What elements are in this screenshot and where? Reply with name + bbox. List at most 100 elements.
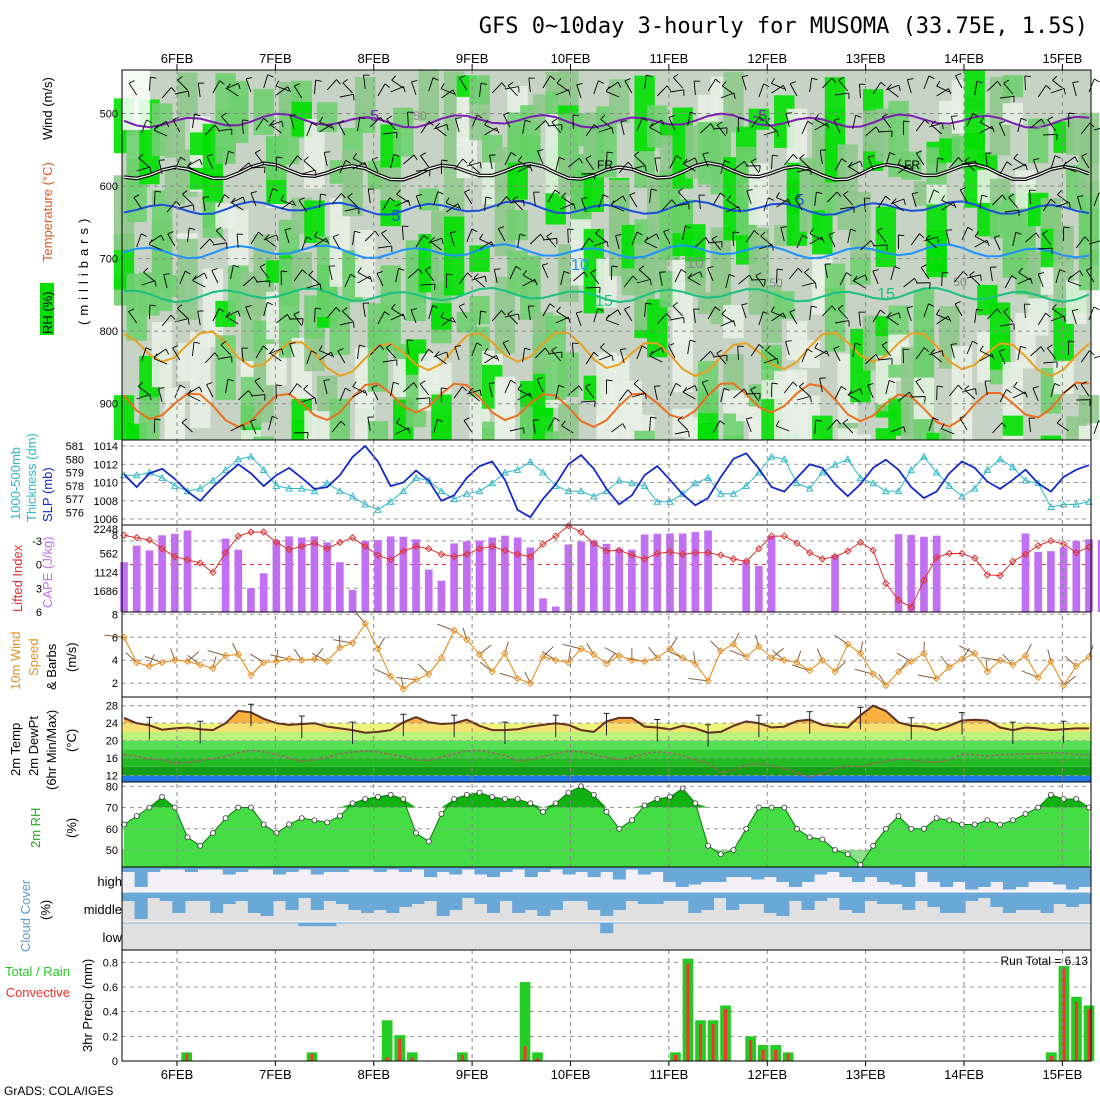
- wind-barb: [674, 430, 689, 435]
- wind-barb: [502, 342, 511, 356]
- wind-barb-flag: [710, 351, 715, 357]
- wind-barb-flag: [428, 348, 434, 354]
- wind-barb-flag: [228, 150, 235, 154]
- lifted-index-point: [475, 545, 484, 553]
- wind-barb: [434, 355, 447, 365]
- rh-tick-label: 60: [106, 824, 118, 836]
- wind-barb: [255, 345, 264, 359]
- cloud-bar: [411, 922, 425, 924]
- wind-barb-flag: [149, 166, 152, 173]
- wind-barb: [236, 234, 239, 249]
- wind-barb: [682, 391, 696, 400]
- rh-patch: [558, 352, 579, 398]
- slp-tick-label: 1010: [94, 478, 118, 490]
- wind-barb: [141, 280, 156, 286]
- wind-barb: [403, 382, 415, 393]
- wind-barb-flag: [620, 348, 627, 350]
- wind-barb: [698, 195, 701, 210]
- wind-barb: [746, 190, 752, 205]
- wind-barb: [468, 391, 480, 402]
- precip-conv-bar: [724, 1009, 728, 1061]
- cloud-bar: [1065, 922, 1079, 924]
- wind-barb-flag: [546, 232, 553, 237]
- cloud-bar: [1053, 892, 1067, 904]
- wind-barb: [859, 84, 861, 99]
- wind-barb-flag: [479, 233, 484, 240]
- wind-barb-flag: [802, 234, 808, 239]
- wind-barb: [230, 196, 244, 204]
- wind-barb: [1025, 232, 1037, 243]
- wind-barb-flag: [996, 308, 1002, 314]
- wind-barb: [453, 158, 464, 171]
- lifted-index-point: [310, 539, 319, 547]
- wind-barb-flag: [1081, 153, 1088, 157]
- surface-wind-barb: [437, 623, 455, 631]
- wind-barb: [819, 150, 823, 165]
- wind-barb-flag: [452, 317, 456, 324]
- wind-barb-flag: [928, 303, 935, 307]
- wind-barb: [509, 199, 524, 204]
- wind-barb-flag: [353, 321, 355, 328]
- rh-patch: [850, 191, 871, 261]
- wind-barb-flag: [611, 355, 614, 362]
- wind-barb: [136, 394, 151, 400]
- wind-barb-flag: [726, 195, 732, 201]
- cloud-bar: [763, 922, 777, 924]
- wind-barb: [537, 150, 544, 165]
- wind-barb: [288, 383, 298, 396]
- wind-barb-flag: [909, 164, 914, 171]
- cloud-bar: [273, 892, 287, 901]
- lifted-index-point: [1009, 557, 1017, 566]
- wind-barb-flag: [887, 83, 892, 89]
- wind-barb-flag: [258, 231, 264, 237]
- wind-barb-flag: [484, 119, 489, 126]
- wind-barb: [1012, 232, 1017, 247]
- cape-bar: [564, 544, 573, 612]
- cloud-bar: [1028, 867, 1042, 882]
- precip-conv-bar: [761, 1049, 765, 1061]
- wind-barb: [136, 166, 151, 172]
- wind-barb: [458, 306, 468, 319]
- lifted-index-point: [158, 545, 166, 553]
- wind-barb-flag: [524, 119, 531, 123]
- wind-barb: [669, 383, 677, 397]
- wind-barb-flag: [656, 233, 660, 240]
- rh-dry-area: [122, 70, 150, 130]
- wind-barb-flag: [847, 389, 853, 396]
- rh-point: [882, 825, 889, 832]
- date-label-bottom: 13FEB: [846, 1067, 886, 1082]
- wind-barb-flag: [997, 81, 1002, 87]
- wind-barb-flag: [782, 312, 787, 319]
- wind-barb-flag: [276, 234, 279, 241]
- wind-barb-flag: [1079, 270, 1084, 277]
- wind-barb-flag: [340, 420, 346, 426]
- wind-barb-flag: [870, 240, 875, 246]
- wind-barb: [331, 420, 342, 433]
- rh-point: [1073, 796, 1080, 802]
- wind-barb: [415, 195, 422, 210]
- wind-barb: [174, 90, 189, 95]
- cloud-bar: [147, 922, 161, 924]
- surface-wind-barb: [374, 668, 391, 677]
- rh-point: [692, 800, 699, 807]
- cape-label-li: Lifted Index: [10, 544, 25, 612]
- cloud-cover-panel: [122, 867, 1092, 950]
- wind-barb: [154, 129, 168, 137]
- wind-barb: [649, 417, 652, 432]
- lifted-index-point: [653, 549, 661, 558]
- wind-barb-flag: [502, 340, 509, 344]
- cloud-bar: [549, 892, 563, 910]
- wind-barb: [319, 351, 332, 361]
- wind-barb: [337, 122, 346, 136]
- wind-barb-flag: [563, 270, 570, 274]
- wind-barb: [755, 275, 765, 288]
- cloud-bar: [260, 867, 274, 870]
- wind-barb: [890, 426, 904, 433]
- temp-tick-label: 28: [106, 701, 118, 713]
- wind-barb-flag: [432, 77, 439, 81]
- wind-barb: [382, 131, 397, 135]
- wind-barb-flag: [473, 273, 479, 279]
- wind-barb: [1037, 273, 1044, 288]
- wind-barb-flag: [303, 156, 309, 162]
- wind-barb-flag: [376, 271, 383, 274]
